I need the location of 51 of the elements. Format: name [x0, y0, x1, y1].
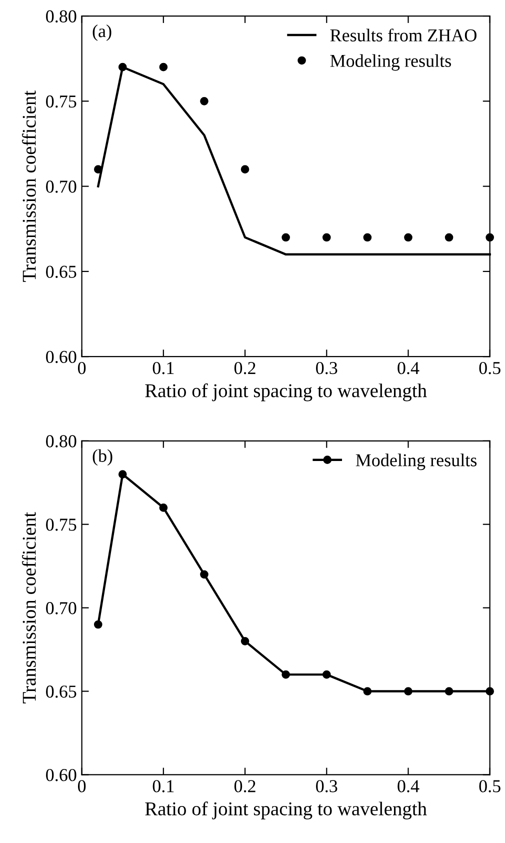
- point: [240, 165, 250, 174]
- point: [282, 670, 290, 679]
- x-axis-title: Ratio of joint spacing to wavelength: [145, 383, 427, 402]
- y-tick-label: 0.60: [46, 768, 76, 782]
- y-tick-label: 0.60: [46, 350, 76, 364]
- point: [118, 62, 127, 72]
- x-tick-label: 0.5: [479, 362, 500, 374]
- annotation: (b): [92, 449, 112, 466]
- point: [404, 687, 412, 696]
- x-tick-label: 0: [78, 362, 86, 374]
- y-tick-label: 0.70: [46, 602, 76, 614]
- x-tick-label: 0.3: [316, 780, 338, 792]
- x-axis-title: Ratio of joint spacing to wavelength: [145, 802, 427, 820]
- x-tick-label: 0.3: [316, 362, 338, 374]
- x-tick-label: 0.2: [234, 362, 256, 374]
- y-tick-label: 0.80: [46, 10, 76, 23]
- point: [404, 233, 412, 242]
- legend-label: Modeling results: [330, 54, 451, 71]
- legend-label: Modeling results: [356, 454, 477, 470]
- point: [94, 165, 102, 174]
- y-axis-title: Transmission coefficient: [22, 90, 36, 282]
- point: [159, 503, 168, 512]
- point: [363, 687, 372, 696]
- point: [322, 233, 331, 242]
- point: [363, 233, 372, 242]
- x-tick-label: 0.1: [152, 362, 174, 374]
- x-tick-label: 0: [78, 780, 86, 792]
- y-tick-label: 0.70: [46, 180, 76, 193]
- y-tick-label: 0.80: [46, 435, 76, 448]
- point: [200, 96, 208, 106]
- point: [200, 570, 208, 579]
- point: [240, 637, 250, 646]
- point: [322, 670, 331, 679]
- x-tick-label: 0.2: [234, 780, 256, 792]
- point: [94, 620, 102, 629]
- point: [282, 233, 290, 242]
- annotation: (a): [92, 24, 112, 41]
- legend-label: Results from ZHAO: [330, 28, 476, 42]
- y-axis-title: Transmission coefficient: [22, 512, 36, 704]
- x-tick-label: 0.4: [398, 362, 420, 374]
- y-tick-label: 0.65: [46, 686, 76, 698]
- x-tick-label: 0.4: [398, 780, 420, 792]
- point: [118, 470, 127, 478]
- x-tick-label: 0.1: [152, 780, 174, 792]
- point: [159, 62, 168, 72]
- point: [444, 233, 454, 242]
- y-tick-label: 0.75: [46, 518, 76, 531]
- y-tick-label: 0.65: [46, 266, 76, 278]
- x-tick-label: 0.5: [479, 780, 500, 792]
- point: [444, 687, 454, 696]
- y-tick-label: 0.75: [46, 95, 76, 108]
